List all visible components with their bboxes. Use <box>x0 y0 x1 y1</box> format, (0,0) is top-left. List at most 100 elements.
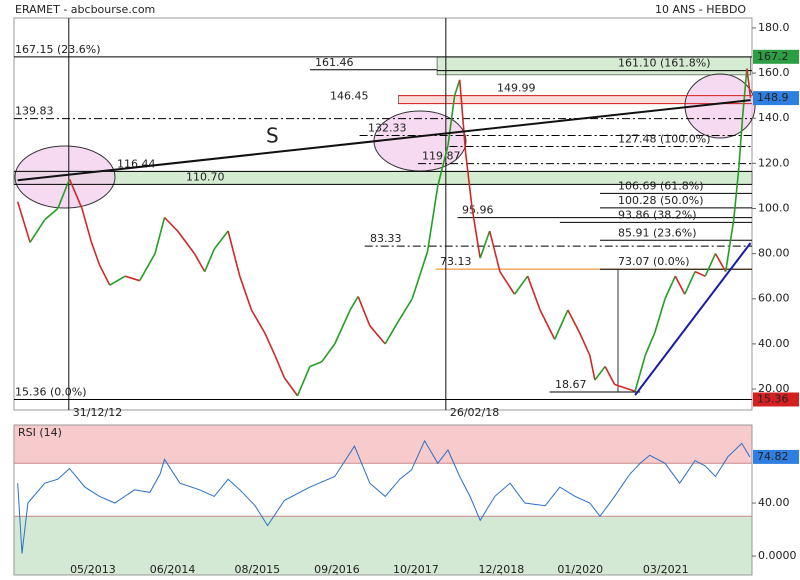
level-label: 110.70 <box>186 170 225 183</box>
level-label: 15.36 (0.0%) <box>15 385 87 398</box>
level-label: 146.45 <box>330 90 369 103</box>
panel-title: RSI (14) <box>18 426 62 439</box>
highlight-ellipse <box>684 73 756 139</box>
price-segment <box>29 219 46 243</box>
price-segment <box>57 178 71 209</box>
price-segment <box>369 325 386 345</box>
price-tag-label: 15.36 <box>757 392 789 405</box>
price-segment <box>684 271 696 295</box>
y-tick-label: 100.0 <box>758 201 790 214</box>
y-tick-label: 80.00 <box>758 247 790 260</box>
price-segment <box>614 383 636 393</box>
price-segment <box>411 251 429 299</box>
price-tag-label: 148.9 <box>757 91 789 104</box>
price-segment <box>437 145 449 187</box>
price-segment <box>654 298 666 333</box>
price-segment <box>90 242 101 266</box>
x-tick-label: 09/2016 <box>314 563 360 576</box>
price-segment <box>471 208 481 259</box>
price-segment <box>539 309 556 340</box>
price-segment <box>109 275 126 286</box>
rsi-band <box>14 516 752 575</box>
price-segment <box>732 167 740 220</box>
price-segment <box>274 354 286 379</box>
rsi-band <box>14 425 752 464</box>
price-tag <box>753 449 799 464</box>
price-segment <box>724 219 735 272</box>
price-segment <box>334 309 351 345</box>
price-segment <box>447 95 456 146</box>
price-segment <box>68 178 83 209</box>
y-tick-label: 40.00 <box>758 337 790 350</box>
price-segment <box>163 216 179 232</box>
price-segment <box>589 354 596 381</box>
price-segment <box>644 332 656 356</box>
y-tick-label: 60.00 <box>758 292 790 305</box>
rsi-line <box>17 439 751 554</box>
price-segment <box>479 230 491 259</box>
chart-subtitle: 10 ANS - HEBDO <box>655 3 746 16</box>
date-marker-label: 31/12/12 <box>73 406 122 419</box>
x-tick-label: 10/2017 <box>393 563 439 576</box>
price-segment <box>250 309 266 333</box>
price-segment <box>458 79 467 153</box>
price-segment <box>227 230 241 277</box>
price-segment <box>124 275 140 282</box>
level-label: 139.83 <box>15 105 54 118</box>
price-tag-label: 167.2 <box>757 50 789 63</box>
price-segment <box>499 271 516 295</box>
price-segment <box>193 253 206 273</box>
price-segment <box>594 365 606 381</box>
y-tick-label: 180.0 <box>758 21 790 34</box>
price-segment <box>154 217 166 254</box>
level-label: 100.28 (50.0%) <box>618 194 704 207</box>
y-tick-label: 140.0 <box>758 111 790 124</box>
price-segment <box>177 230 196 255</box>
x-tick-label: 01/2020 <box>557 563 603 576</box>
price-segment <box>397 298 413 322</box>
level-label: 93.86 (38.2%) <box>618 208 697 221</box>
price-tag <box>753 49 799 64</box>
level-label: 149.99 <box>497 82 536 95</box>
price-segment <box>741 68 748 119</box>
y-tick-label: 160.0 <box>758 66 790 79</box>
price-segment <box>674 275 686 295</box>
level-label: 18.67 <box>555 378 587 391</box>
price-segment <box>296 366 311 397</box>
price-tag <box>753 91 799 106</box>
x-tick-label: 06/2014 <box>150 563 196 576</box>
x-tick-label: 05/2013 <box>70 563 116 576</box>
price-segment <box>553 309 569 340</box>
price-segment <box>203 248 215 272</box>
x-tick-label: 08/2015 <box>234 563 280 576</box>
level-label: 73.07 (0.0%) <box>618 255 690 268</box>
price-segment <box>464 151 473 209</box>
price-segment <box>16 201 31 243</box>
price-segment <box>453 79 461 96</box>
level-label: 132.33 <box>368 122 407 135</box>
panel-frame <box>13 424 753 576</box>
price-segment <box>384 320 400 345</box>
level-label: 95.96 <box>462 204 494 217</box>
x-tick-label: 03/2021 <box>643 563 689 576</box>
level-label: 106.69 (61.8%) <box>618 179 704 192</box>
price-segment <box>320 343 336 363</box>
price-segment <box>738 118 744 168</box>
level-label: 127.48 (100.0%) <box>618 132 711 145</box>
price-segment <box>704 253 717 277</box>
price-segment <box>309 361 322 368</box>
level-label: 161.46 <box>315 56 354 69</box>
y-tick-label: 0.0000 <box>758 549 797 562</box>
price-segment <box>81 208 93 243</box>
level-label: 119.87 <box>422 150 461 163</box>
price-segment <box>664 275 677 300</box>
trend-line <box>634 242 752 396</box>
price-tag <box>753 392 799 407</box>
price-segment <box>604 366 616 385</box>
price-segment <box>488 230 501 272</box>
price-segment <box>357 296 371 327</box>
y-tick-label: 20.00 <box>758 382 790 395</box>
price-tag-label: 74.82 <box>757 450 789 463</box>
